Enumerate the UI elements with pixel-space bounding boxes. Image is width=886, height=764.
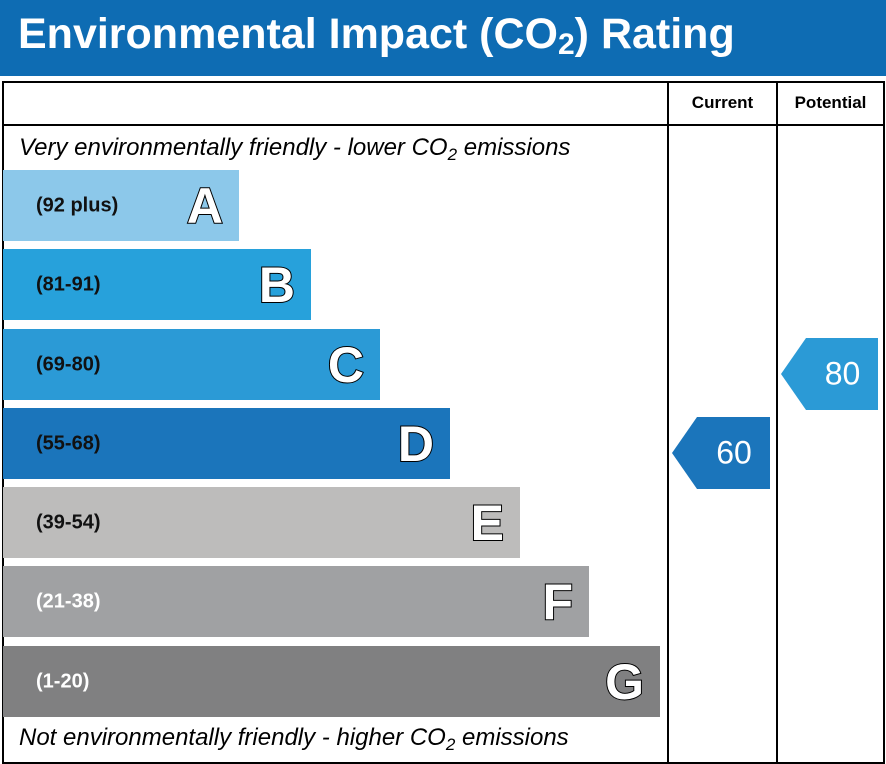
note-text: Very environmentally friendly - lower CO bbox=[19, 134, 448, 161]
band-range-label: (39-54) bbox=[36, 511, 101, 533]
current-rating-value: 60 bbox=[716, 434, 752, 471]
current-column-header: Current bbox=[691, 93, 754, 112]
band-range-label: (81-91) bbox=[36, 273, 101, 295]
title-text: Environmental Impact (CO bbox=[18, 10, 558, 58]
note-subscript: 2 bbox=[447, 145, 458, 164]
band-letter: A bbox=[186, 177, 224, 235]
note-text-end: emissions bbox=[457, 134, 571, 161]
note-subscript: 2 bbox=[445, 735, 456, 754]
band-letter: G bbox=[604, 653, 645, 711]
band-letter: D bbox=[397, 415, 435, 473]
header-divider bbox=[2, 124, 885, 126]
bottom-note: Not environmentally friendly - higher CO… bbox=[19, 724, 569, 755]
arrow-shape bbox=[672, 417, 770, 489]
band-bar-d: (55-68) D bbox=[3, 408, 450, 479]
band-bar-g: (1-20) G bbox=[3, 646, 660, 717]
note-text-end: emissions bbox=[455, 724, 569, 751]
band-letter: F bbox=[541, 573, 574, 631]
band-letter: B bbox=[258, 256, 296, 314]
band-bar-a: (92 plus) A bbox=[3, 170, 239, 241]
band-range-label: (1-20) bbox=[36, 670, 90, 692]
potential-rating-arrow: 80 bbox=[781, 338, 878, 410]
band-range-label: (92 plus) bbox=[36, 194, 119, 216]
current-rating-arrow: 60 bbox=[672, 417, 770, 489]
band-bar-f: (21-38) F bbox=[3, 566, 589, 637]
title-text-end: ) Rating bbox=[574, 10, 735, 58]
title-subscript: 2 bbox=[557, 28, 575, 61]
band-range-label: (55-68) bbox=[36, 432, 101, 454]
column-divider bbox=[667, 81, 669, 764]
band-bar-e: (39-54) E bbox=[3, 487, 520, 558]
top-note: Very environmentally friendly - lower CO… bbox=[19, 134, 570, 165]
band-range-label: (69-80) bbox=[36, 353, 101, 375]
chart-title: Environmental Impact (CO2) Rating bbox=[18, 10, 735, 62]
band-bar-b: (81-91) B bbox=[3, 249, 311, 320]
arrow-shape bbox=[781, 338, 878, 410]
band-bar-c: (69-80) C bbox=[3, 329, 380, 400]
band-letter: C bbox=[327, 336, 365, 394]
band-letter: E bbox=[470, 494, 505, 552]
title-banner: Environmental Impact (CO2) Rating bbox=[0, 0, 886, 76]
potential-column-header: Potential bbox=[794, 93, 867, 112]
column-divider bbox=[776, 81, 778, 764]
potential-rating-value: 80 bbox=[824, 355, 861, 392]
band-range-label: (21-38) bbox=[36, 590, 101, 612]
note-text: Not environmentally friendly - higher CO bbox=[19, 724, 446, 751]
